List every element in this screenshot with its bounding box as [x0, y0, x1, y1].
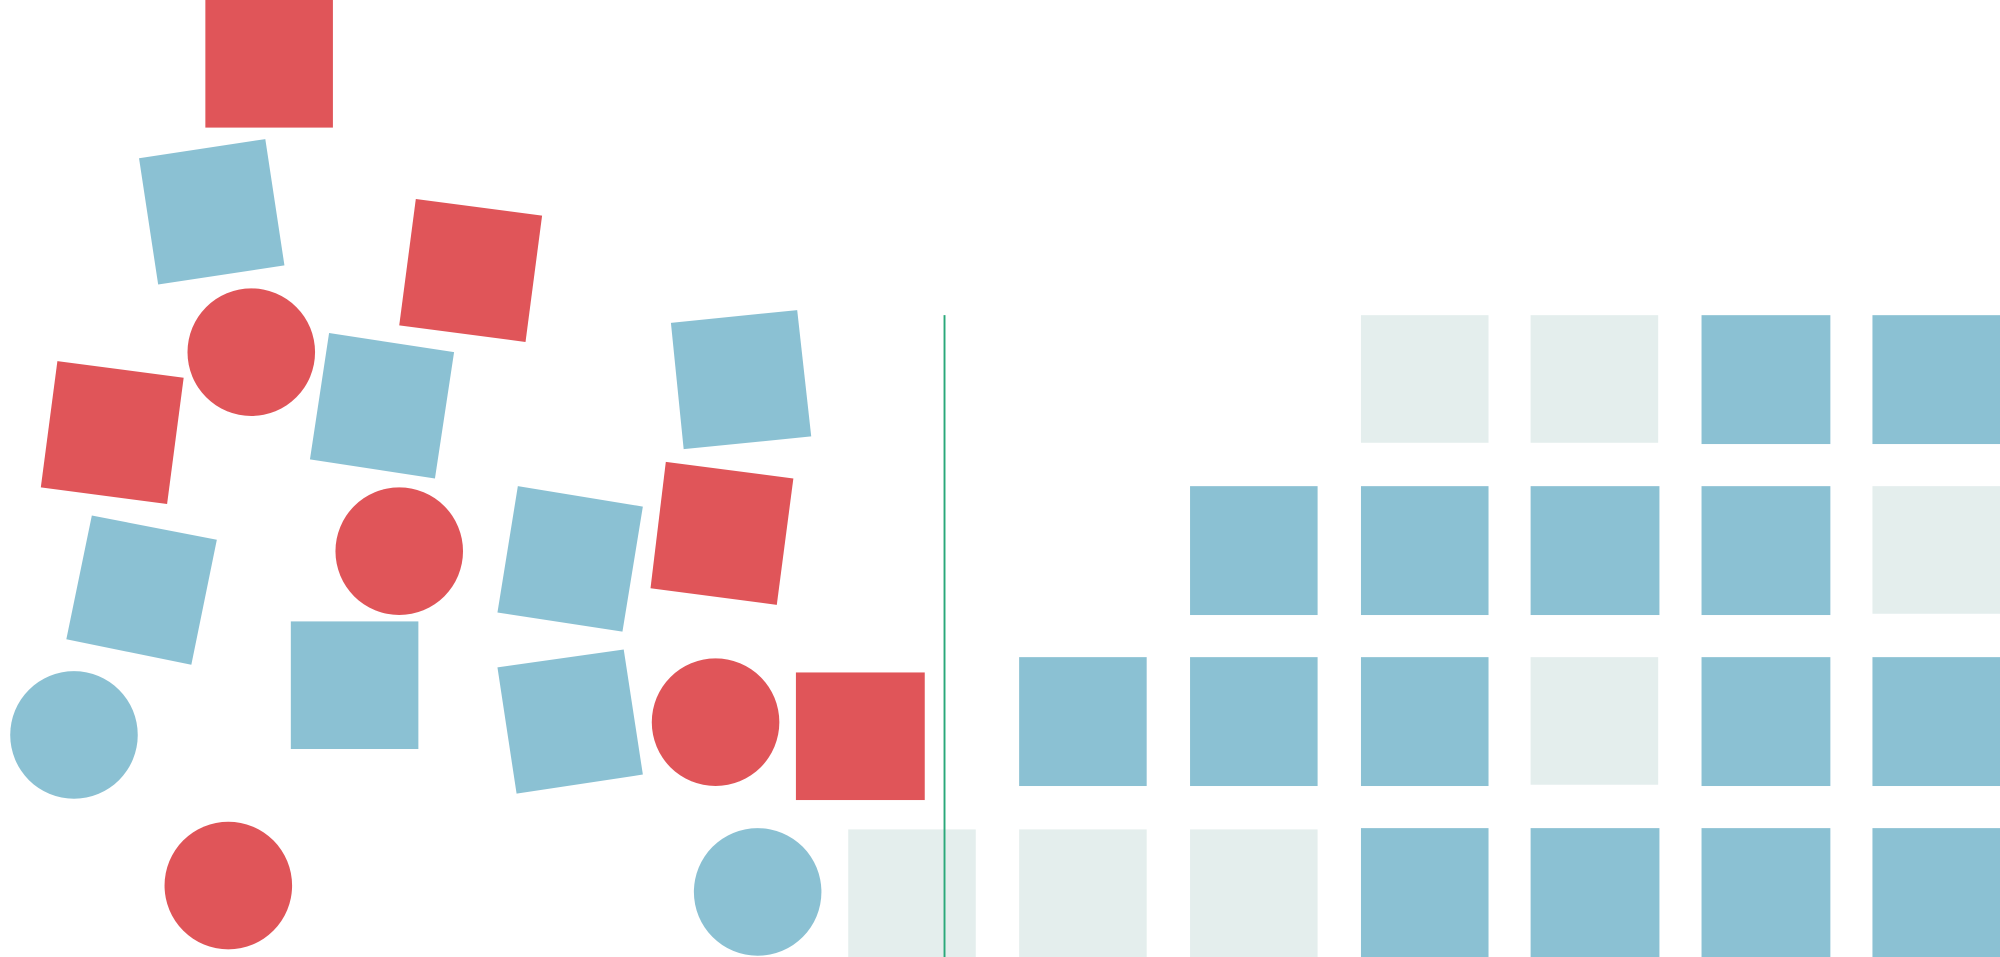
empty-cell: [1872, 486, 2000, 614]
filled-cell: [1530, 828, 1660, 957]
empty-cell: [1360, 315, 1489, 443]
red-circle: [164, 821, 293, 950]
red-square: [40, 361, 184, 505]
red-circle: [335, 487, 464, 616]
red-circle: [187, 288, 316, 416]
filled-cell: [1530, 486, 1660, 616]
filled-cell: [1872, 657, 2000, 787]
empty-cell: [1190, 829, 1318, 957]
blue-square: [66, 515, 217, 665]
blue-square: [497, 649, 643, 794]
filled-cell: [1360, 828, 1489, 957]
filled-cell: [1872, 828, 2000, 957]
empty-cell: [1019, 829, 1147, 957]
blue-circle: [693, 828, 822, 956]
blue-square: [497, 486, 643, 632]
filled-cell: [1360, 657, 1489, 787]
red-square: [205, 0, 333, 128]
filled-cell: [1872, 315, 2000, 445]
blue-square: [309, 333, 455, 479]
filled-cell: [1190, 486, 1318, 616]
filled-cell: [1701, 315, 1831, 445]
red-square: [795, 672, 925, 801]
filled-cell: [1190, 657, 1318, 787]
filled-cell: [1360, 486, 1489, 616]
empty-cell: [1530, 657, 1659, 785]
grid: [848, 315, 2000, 957]
empty-cell: [848, 829, 976, 957]
red-square: [399, 199, 543, 342]
filled-cell: [1701, 828, 1831, 957]
red-circle: [651, 658, 780, 787]
filled-cell: [1019, 657, 1147, 787]
blue-square: [139, 139, 285, 285]
red-square: [650, 461, 794, 605]
blue-square: [670, 310, 812, 450]
filled-cell: [1701, 657, 1831, 787]
blue-circle: [10, 671, 138, 799]
blue-square: [290, 621, 419, 750]
filled-cell: [1701, 486, 1831, 616]
scattered-shapes: [10, 0, 925, 956]
empty-cell: [1530, 315, 1659, 443]
